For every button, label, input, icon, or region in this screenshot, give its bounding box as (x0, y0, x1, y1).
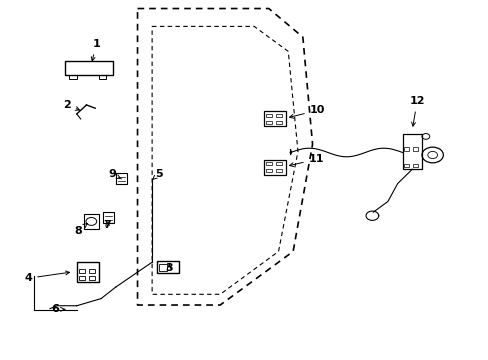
Bar (64, 61, 113, 75)
Bar (103, 212, 114, 223)
Text: 10: 10 (289, 105, 325, 118)
Text: 3: 3 (165, 262, 173, 273)
Bar (404, 147, 408, 151)
Bar (89, 269, 95, 273)
Bar (266, 121, 272, 124)
Bar (157, 261, 179, 273)
Text: 1: 1 (91, 39, 100, 61)
Bar (266, 162, 272, 165)
Bar (276, 121, 282, 124)
Text: 4: 4 (24, 271, 69, 283)
Bar (266, 113, 272, 117)
Bar (266, 169, 272, 172)
Bar (412, 147, 417, 151)
Bar (77, 262, 99, 282)
Bar (69, 75, 77, 79)
Bar (276, 162, 282, 165)
Bar (79, 269, 85, 273)
Bar (84, 214, 99, 229)
Bar (116, 173, 126, 184)
Text: 2: 2 (63, 100, 80, 110)
Text: 11: 11 (289, 154, 324, 167)
Text: 5: 5 (152, 168, 163, 180)
Bar (264, 159, 285, 175)
Bar (264, 111, 285, 126)
Text: 12: 12 (408, 96, 424, 126)
Bar (89, 276, 95, 280)
Bar (276, 113, 282, 117)
Bar (79, 276, 85, 280)
Text: 9: 9 (108, 169, 121, 179)
Bar (276, 169, 282, 172)
Text: 8: 8 (74, 224, 87, 236)
Text: 6: 6 (51, 304, 64, 314)
Bar (402, 134, 421, 169)
Bar (404, 164, 408, 167)
Bar (412, 164, 417, 167)
Text: 7: 7 (103, 220, 111, 230)
Bar (99, 75, 106, 79)
Bar (159, 264, 166, 271)
